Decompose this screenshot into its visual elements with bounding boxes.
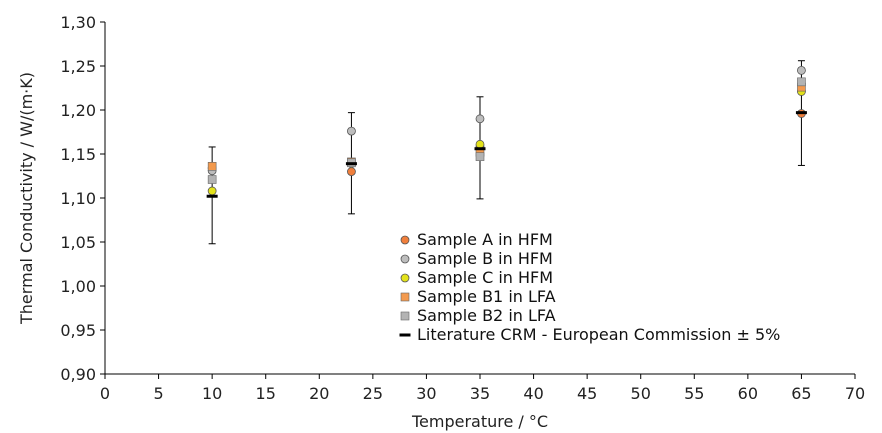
- legend-marker: [400, 235, 410, 245]
- y-tick-label: 1,20: [60, 101, 96, 120]
- x-tick-label: 60: [738, 384, 758, 403]
- x-tick-label: 50: [631, 384, 651, 403]
- x-axis-title: Temperature / °C: [411, 412, 548, 431]
- x-tick-label: 45: [577, 384, 597, 403]
- legend-item: Sample C in HFM: [400, 268, 553, 287]
- x-tick-label: 40: [523, 384, 543, 403]
- legend-item: Literature CRM - European Commission ± 5…: [399, 325, 780, 344]
- legend-item: Sample B in HFM: [400, 249, 553, 268]
- y-tick-label: 1,30: [60, 13, 96, 32]
- y-axis-title: Thermal Conductivity / W/(m·K): [17, 72, 36, 325]
- data-points: [206, 66, 807, 198]
- x-tick-label: 65: [791, 384, 811, 403]
- series-4: [207, 77, 806, 184]
- series-3: [207, 82, 806, 171]
- x-tick-label: 70: [845, 384, 865, 403]
- x-tick-label: 0: [100, 384, 110, 403]
- error-bars: [208, 60, 805, 245]
- data-point: [475, 139, 485, 149]
- x-ticks: 0 5 10 15 20 25 30 35 40 45 50 55 60 65 70: [100, 374, 865, 403]
- legend-label: Sample B2 in LFA: [417, 306, 556, 325]
- x-tick-label: 5: [153, 384, 163, 403]
- x-tick-label: 15: [256, 384, 276, 403]
- y-tick-label: 1,00: [60, 277, 96, 296]
- series-2: [207, 87, 806, 196]
- legend-marker: [400, 273, 410, 283]
- y-ticks: 0,90 0,95 1,00 1,05 1,10 1,15 1,20 1,25 1,30: [60, 13, 105, 384]
- x-tick-label: 20: [309, 384, 329, 403]
- legend-marker: [399, 333, 411, 337]
- legend-label: Sample B in HFM: [417, 249, 553, 268]
- data-point: [795, 111, 807, 115]
- legend-marker: [400, 311, 410, 321]
- y-tick-label: 1,10: [60, 189, 96, 208]
- x-tick-label: 35: [470, 384, 490, 403]
- data-point: [207, 186, 217, 196]
- data-point: [797, 77, 806, 87]
- data-point: [206, 194, 218, 198]
- data-point: [345, 162, 357, 166]
- legend-item: Sample B1 in LFA: [400, 287, 556, 306]
- x-tick-label: 10: [202, 384, 222, 403]
- legend-label: Sample B1 in LFA: [417, 287, 556, 306]
- x-tick-label: 30: [416, 384, 436, 403]
- data-point: [347, 167, 356, 177]
- x-tick-label: 25: [363, 384, 383, 403]
- y-tick-label: 0,90: [60, 365, 96, 384]
- data-point: [347, 126, 356, 136]
- series-5: [206, 111, 807, 198]
- data-point: [207, 162, 217, 171]
- series-1: [207, 66, 806, 176]
- legend-item: Sample B2 in LFA: [400, 306, 556, 325]
- legend-label: Sample A in HFM: [417, 230, 553, 249]
- legend-marker: [400, 292, 410, 302]
- y-tick-label: 1,15: [60, 145, 96, 164]
- data-point: [475, 114, 485, 124]
- data-point: [475, 152, 485, 161]
- legend-label: Literature CRM - European Commission ± 5…: [417, 325, 780, 344]
- y-tick-label: 1,05: [60, 233, 96, 252]
- legend-item: Sample A in HFM: [400, 230, 553, 249]
- data-point: [474, 147, 486, 151]
- y-tick-label: 1,25: [60, 57, 96, 76]
- y-tick-label: 0,95: [60, 321, 96, 340]
- data-point: [207, 175, 217, 184]
- legend-marker: [400, 254, 410, 264]
- series-0: [207, 109, 806, 177]
- data-point: [797, 66, 806, 75]
- legend-label: Sample C in HFM: [417, 268, 553, 287]
- x-tick-label: 55: [684, 384, 704, 403]
